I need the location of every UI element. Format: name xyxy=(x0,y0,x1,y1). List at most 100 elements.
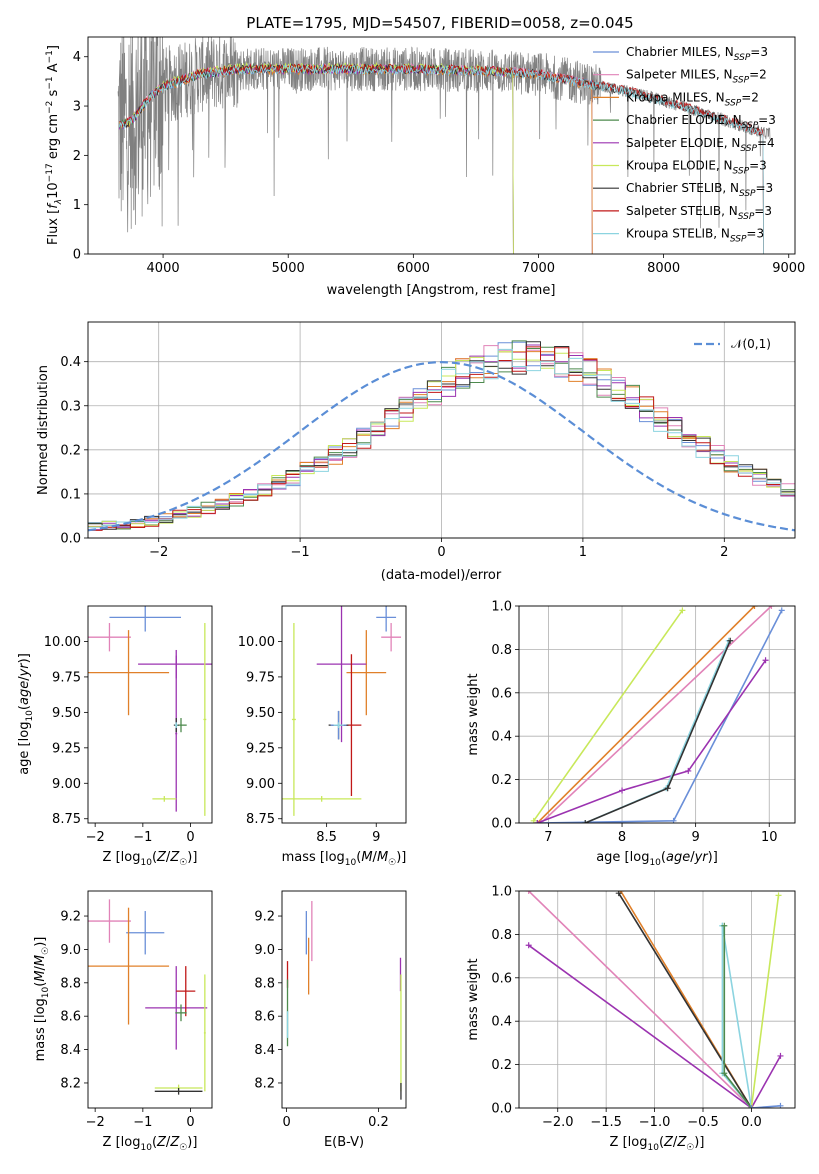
mass-weight-line xyxy=(536,606,756,823)
residual-histogram-step xyxy=(88,351,795,528)
x-tick-label: 0 xyxy=(437,545,445,560)
mass-weight-marker xyxy=(775,892,782,899)
x-axis-label: Z [log10(Z/Z☉)] xyxy=(103,850,198,868)
y-tick-label: 1 xyxy=(73,198,81,213)
grid-lines xyxy=(519,890,795,1109)
x-tick-label: 1 xyxy=(579,545,587,560)
y-tick-label: 2 xyxy=(73,149,81,164)
y-tick-label: 8.4 xyxy=(254,1043,275,1058)
grid-lines xyxy=(88,322,795,539)
y-tick-label: 8.8 xyxy=(254,976,275,991)
x-tick-label: 7000 xyxy=(522,261,555,276)
x-tick-label: 0.0 xyxy=(741,1115,762,1130)
x-tick-label: 0 xyxy=(186,1115,194,1130)
x-tick-label: −1.0 xyxy=(639,1115,671,1130)
y-tick-label: 0.1 xyxy=(60,487,81,502)
y-axis-label: age [log10(age/yr)] xyxy=(17,653,35,775)
mass-weight-marker xyxy=(778,607,785,614)
plot-area xyxy=(88,606,212,816)
y-tick-label: 0.2 xyxy=(491,1058,512,1073)
x-axis-label: Z [log10(Z/Z☉)] xyxy=(610,1135,705,1153)
x-tick-label: 4000 xyxy=(147,261,180,276)
legend-entry: Salpeter ELODIE, NSSP=4 xyxy=(626,136,775,154)
model-spectrum-line xyxy=(119,62,764,254)
y-tick-label: 9.2 xyxy=(60,910,81,925)
mass-weight-vs-age-panel: 7 8 9 10 0.0 0.2 0.4 0.6 0.8 1.0 age [log10(age/yr… xyxy=(466,600,796,868)
y-axis-label: mass [log10(M/M☉)] xyxy=(33,937,51,1062)
mass-weight-line xyxy=(750,895,780,1108)
y-tick-label: 0.2 xyxy=(491,773,512,788)
x-axis-label: (data-model)/error xyxy=(381,568,502,583)
axis-ticks: −2 −1 0 8.75 9.00 9.25 9.50 9.75 10.00 xyxy=(44,635,195,845)
y-tick-label: 9.0 xyxy=(60,943,81,958)
y-tick-label: 4 xyxy=(73,50,81,65)
residual-histogram-step xyxy=(88,348,795,528)
y-tick-label: 1.0 xyxy=(491,600,512,615)
mass-weight-line xyxy=(537,659,767,823)
mass-weight-marker xyxy=(534,820,541,823)
y-tick-label: 8.8 xyxy=(60,976,81,991)
mass-weight-marker xyxy=(664,785,671,792)
axes-frame xyxy=(518,605,796,824)
y-tick-label: 0.2 xyxy=(60,443,81,458)
spectrum-panel: 4000 5000 6000 7000 8000 9000 0 1 2 3 4 Chabrier MI… xyxy=(45,36,805,298)
mass-weight-marker xyxy=(727,637,734,644)
mass-vs-reddening-panel: 0 0.2 8.2 8.4 8.6 8.8 9.0 9.2 E(B-V) xyxy=(254,890,407,1150)
x-tick-label: 5000 xyxy=(272,261,305,276)
y-tick-label: 0.0 xyxy=(60,532,81,547)
axes-frame xyxy=(87,890,213,1109)
y-tick-label: 8.2 xyxy=(254,1076,275,1091)
axes-frame xyxy=(87,605,213,824)
y-tick-label: 0.4 xyxy=(491,1015,512,1030)
x-axis-label: mass [log10(M/M☉)] xyxy=(282,850,407,868)
y-tick-label: 0 xyxy=(73,248,81,263)
residual-histogram-step xyxy=(88,341,795,529)
legend-entry: Kroupa STELIB, NSSP=3 xyxy=(626,227,764,245)
y-tick-label: 8.75 xyxy=(52,812,81,827)
mass-weight-marker xyxy=(582,820,589,823)
mass-weight-marker xyxy=(751,606,758,609)
y-tick-label: 0.6 xyxy=(491,971,512,986)
plot-area xyxy=(286,901,402,1100)
y-tick-label: 9.25 xyxy=(52,741,81,756)
x-tick-label: 0.2 xyxy=(368,1115,389,1130)
y-tick-label: 9.50 xyxy=(52,706,81,721)
x-tick-label: −1 xyxy=(291,545,310,560)
axes-frame xyxy=(518,890,796,1109)
x-tick-label: 2 xyxy=(720,545,728,560)
plot-area xyxy=(525,891,784,1108)
y-tick-label: 9.2 xyxy=(254,910,275,925)
y-tick-label: 0.0 xyxy=(491,1102,512,1117)
legend-entry: Kroupa ELODIE, NSSP=3 xyxy=(626,159,767,177)
legend-entry: Salpeter MILES, NSSP=2 xyxy=(626,68,767,86)
x-tick-label: 6000 xyxy=(397,261,430,276)
axis-ticks: 7 8 9 10 0.0 0.2 0.4 0.6 0.8 1.0 xyxy=(491,600,777,846)
axis-ticks: 8.5 9 8.75 9.00 9.25 9.50 9.75 10.00 xyxy=(238,635,381,845)
axes-frame xyxy=(281,605,407,824)
y-tick-label: 9.50 xyxy=(246,706,275,721)
mass-weight-line xyxy=(528,891,752,1108)
age-vs-mass-panel: 8.5 9 8.75 9.00 9.25 9.50 9.75 10.00 mass [log10… xyxy=(238,605,407,868)
y-tick-label: 9.0 xyxy=(254,943,275,958)
legend-entry: Chabrier ELODIE, NSSP=3 xyxy=(626,113,776,131)
y-tick-label: 0.8 xyxy=(491,928,512,943)
y-tick-label: 0.6 xyxy=(491,686,512,701)
residual-histogram-step xyxy=(88,344,795,531)
axes-frame xyxy=(87,321,796,539)
x-tick-label: 9 xyxy=(372,830,380,845)
x-tick-label: −1.5 xyxy=(590,1115,622,1130)
y-tick-label: 0.4 xyxy=(491,730,512,745)
x-axis-label: age [log10(age/yr)] xyxy=(596,850,718,868)
y-tick-label: 8.6 xyxy=(60,1010,81,1025)
y-axis-label: mass weight xyxy=(466,673,481,755)
mass-weight-marker xyxy=(768,606,775,609)
mass-weight-marker xyxy=(748,1105,755,1108)
age-vs-metallicity-panel: −2 −1 0 8.75 9.00 9.25 9.50 9.75 10.00 Z [log10(Z… xyxy=(17,605,213,868)
y-tick-label: 10.00 xyxy=(238,635,275,650)
legend-entry: Kroupa MILES, NSSP=2 xyxy=(626,90,759,108)
y-axis-label: Flux [fλ10−17 erg cm−2 s−1 A−1] xyxy=(45,45,64,245)
x-tick-label: −0.5 xyxy=(687,1115,719,1130)
figure-title: PLATE=1795, MJD=54507, FIBERID=0058, z=0… xyxy=(246,14,633,32)
x-tick-label: 7 xyxy=(544,830,552,845)
